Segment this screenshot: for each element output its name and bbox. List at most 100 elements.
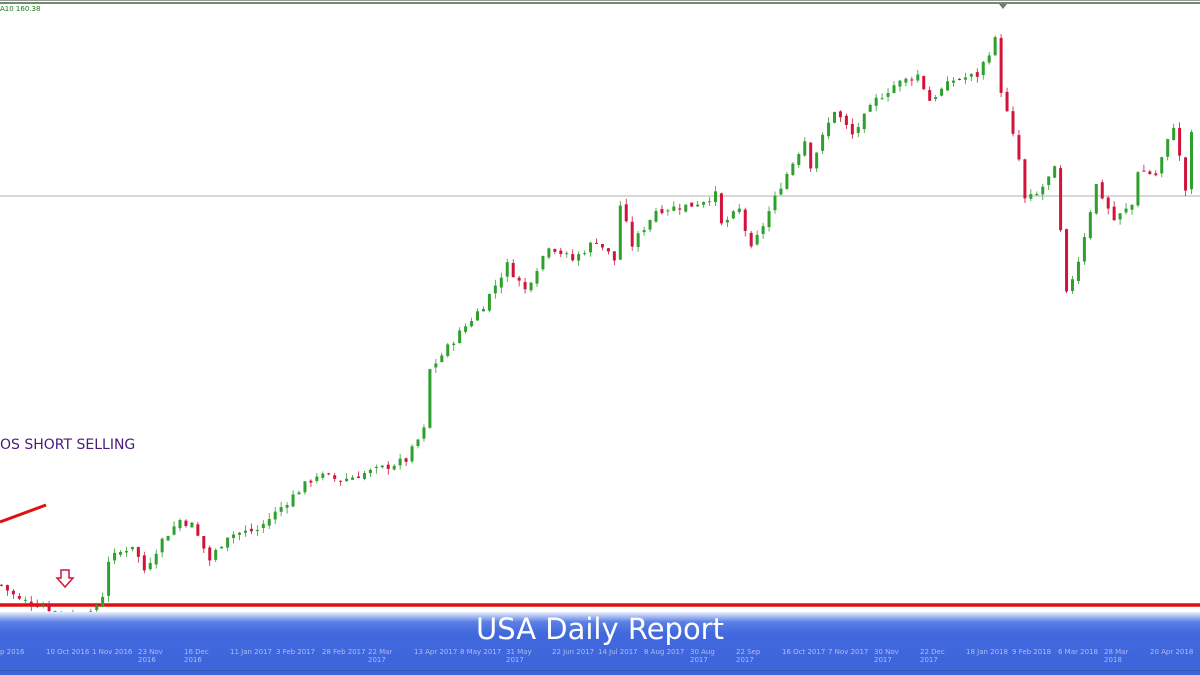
candle [339,480,343,486]
candle-body [922,76,926,90]
candle-body [904,78,908,83]
candle-body [1130,204,1134,210]
candle [761,222,765,239]
candle [148,557,152,571]
candle [1100,179,1104,200]
candle [136,546,140,563]
candle [719,192,723,226]
top-border [0,0,1200,1]
candle [773,191,777,214]
x-tick-label: 23 Nov 2016 [138,648,163,664]
candle [684,204,688,213]
candle [600,244,604,251]
candle [1106,195,1110,215]
candle-body [838,111,842,118]
candle-body [1184,157,1188,191]
candle-body [1112,206,1116,221]
candle-body [660,209,664,214]
candle-body [333,475,337,479]
candle [928,86,932,101]
candle-body [803,141,807,156]
candle [1118,212,1122,225]
candle-body [1106,197,1110,209]
candle-body [23,599,27,601]
candle-body [238,532,241,535]
x-tick-label: 3 Feb 2017 [276,648,316,656]
candle [458,327,462,344]
candle [1047,176,1051,191]
candle [5,584,9,596]
candle-body [719,193,723,224]
candle [696,201,700,208]
candle-body [547,248,551,258]
candle [523,277,527,294]
candle-body [410,446,414,462]
candle [107,556,111,602]
candle-body [523,282,527,290]
candle-body [565,253,569,255]
candle [1160,156,1164,178]
candle-body [1166,139,1170,157]
x-tick-label: 7 Nov 2017 [828,648,869,656]
candle-body [779,188,783,195]
candle-body [1065,229,1069,292]
candle [327,472,331,476]
candle-body [1088,212,1092,239]
candle [743,207,747,237]
candle [154,549,158,569]
candle [952,77,955,87]
candle [29,596,33,611]
candle [1142,164,1146,172]
candle-body [279,507,283,512]
time-axis: p 2016 10 Oct 2016 1 Nov 2016 23 Nov 2016 16… [0,648,1200,668]
candle-body [957,78,961,80]
candle [386,461,390,475]
candle [934,95,938,102]
x-tick-label: 16 Dec 2016 [184,648,209,664]
candle [856,122,860,138]
candle-body [220,546,224,549]
candle-body [737,208,741,213]
candle [59,611,63,612]
candle-body [618,205,622,260]
candle-body [41,605,45,607]
candle-body [1148,171,1152,174]
candle-body [815,152,819,169]
candle [1094,183,1098,215]
candle-body [934,97,938,100]
candle-body [368,469,372,474]
candle-body [553,249,557,252]
x-tick-label: 31 May 2017 [506,648,532,664]
candle [779,182,783,196]
candle-body [856,127,860,133]
candle [886,88,890,102]
candle [553,248,557,255]
candle-body [452,343,456,345]
candle [434,358,438,373]
candle [946,76,950,91]
candle [827,117,831,140]
candle [714,186,717,207]
candle-body [630,221,634,247]
candle [1166,138,1170,161]
candle [892,81,896,94]
candle-body [952,80,955,83]
candle-body [702,201,706,205]
candle-body [148,562,152,570]
candle [172,521,176,536]
candle [493,279,497,299]
candle [428,368,432,429]
candle [392,463,396,471]
candle-body [208,547,212,561]
candle [196,521,200,537]
x-tick-label: 22 Dec 2017 [920,648,945,664]
candle-body [535,271,539,284]
candle-body [107,561,111,596]
x-tick-label: 16 Oct 2017 [782,648,826,656]
candle-body [761,226,765,235]
candle [261,520,265,534]
candle [422,424,426,442]
candle-body [499,277,503,288]
candle-body [458,330,462,344]
candle-body [874,97,878,106]
